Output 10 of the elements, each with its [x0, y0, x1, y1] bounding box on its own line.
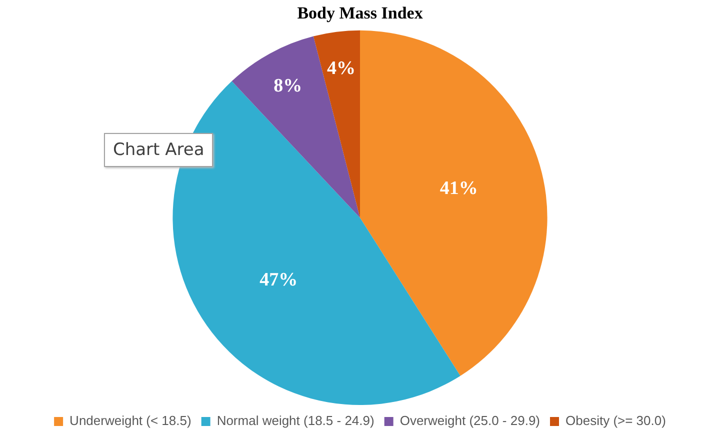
legend-label: Normal weight (18.5 - 24.9) — [216, 413, 374, 428]
legend-label: Overweight (25.0 - 29.9) — [400, 413, 540, 428]
text: Chart Area — [104, 133, 214, 167]
data-label: 47% — [260, 270, 298, 291]
legend-label: Obesity (>= 30.0) — [566, 413, 666, 428]
data-label: 8% — [274, 75, 302, 96]
data-label: 41% — [440, 178, 478, 199]
chart-title: Body Mass Index — [297, 4, 424, 23]
legend-label: Underweight (< 18.5) — [70, 413, 192, 428]
data-label: 4% — [326, 58, 356, 79]
